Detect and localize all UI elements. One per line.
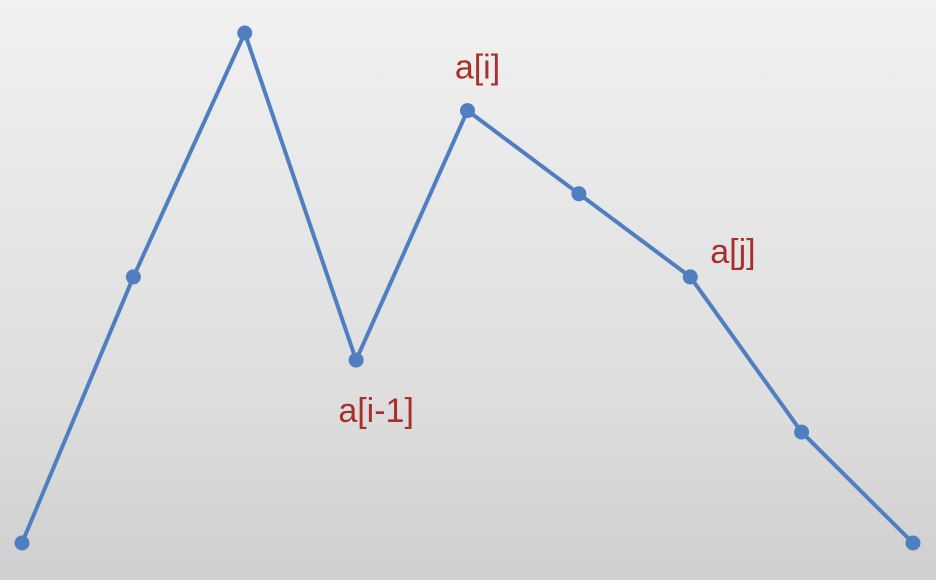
data-markers (14, 25, 921, 551)
data-point-marker (237, 25, 253, 41)
data-point-marker (682, 269, 698, 285)
annotation-label: a[i] (455, 49, 500, 87)
annotation-label: a[i-1] (338, 392, 414, 430)
plot-area: a[i-1] a[i] a[j] (14, 25, 921, 551)
annotation-label: a[j] (710, 233, 755, 271)
data-point-marker (14, 535, 30, 551)
data-point-marker (905, 535, 921, 551)
data-point-marker (794, 424, 810, 440)
annotation-labels: a[i-1] a[i] a[j] (338, 49, 755, 430)
data-point-marker (348, 352, 364, 368)
data-point-marker (571, 186, 587, 202)
data-point-marker (125, 269, 141, 285)
data-point-marker (460, 103, 475, 119)
